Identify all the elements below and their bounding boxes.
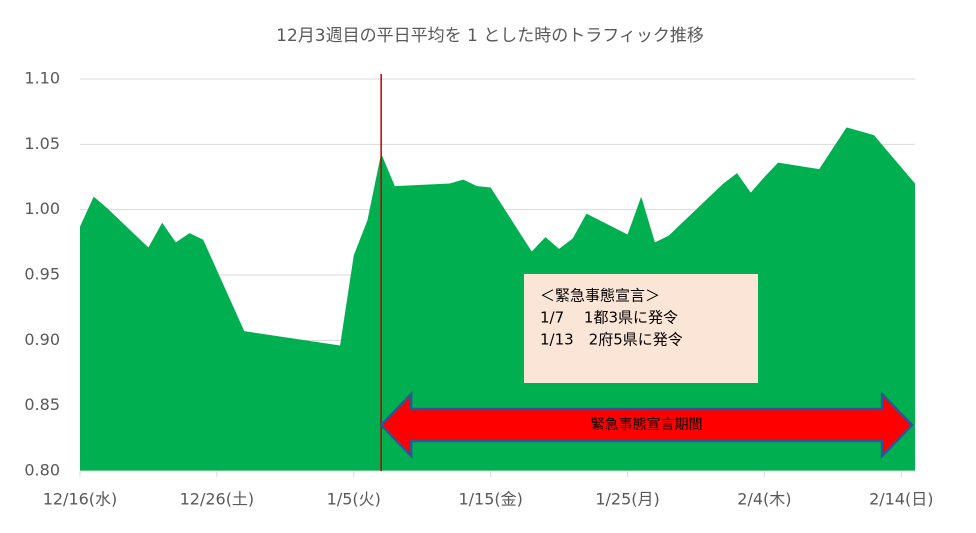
x-tick-label: 1/5(火) <box>327 490 381 509</box>
x-tick-label: 2/14(日) <box>869 490 933 509</box>
x-tick-label: 2/4(木) <box>737 490 791 509</box>
annotation-text: ＜緊急事態宣言＞ <box>540 287 660 305</box>
y-tick-label: 1.10 <box>24 69 60 88</box>
y-tick-label: 0.90 <box>24 330 60 349</box>
y-tick-label: 0.85 <box>24 395 60 414</box>
y-tick-label: 1.05 <box>24 134 60 153</box>
x-tick-label: 1/25(月) <box>595 490 659 509</box>
annotation-box <box>524 274 758 383</box>
period-arrow <box>379 390 914 460</box>
y-tick-label: 0.95 <box>24 265 60 284</box>
annotation-text: 1/7 1都3県に発令 <box>540 309 678 327</box>
x-tick-label: 1/15(金) <box>458 490 522 509</box>
chart-title: 12月3週目の平日平均を 1 とした時のトラフィック推移 <box>276 26 704 46</box>
y-tick-label: 0.80 <box>24 461 60 480</box>
period-label: 緊急事態宣言期間 <box>591 417 703 433</box>
x-tick-label: 12/26(土) <box>180 490 255 509</box>
x-tick-label: 12/16(水) <box>43 490 118 509</box>
annotation-text: 1/13 2府5県に発令 <box>540 331 683 349</box>
area <box>80 127 915 471</box>
y-tick-label: 1.00 <box>24 199 60 218</box>
